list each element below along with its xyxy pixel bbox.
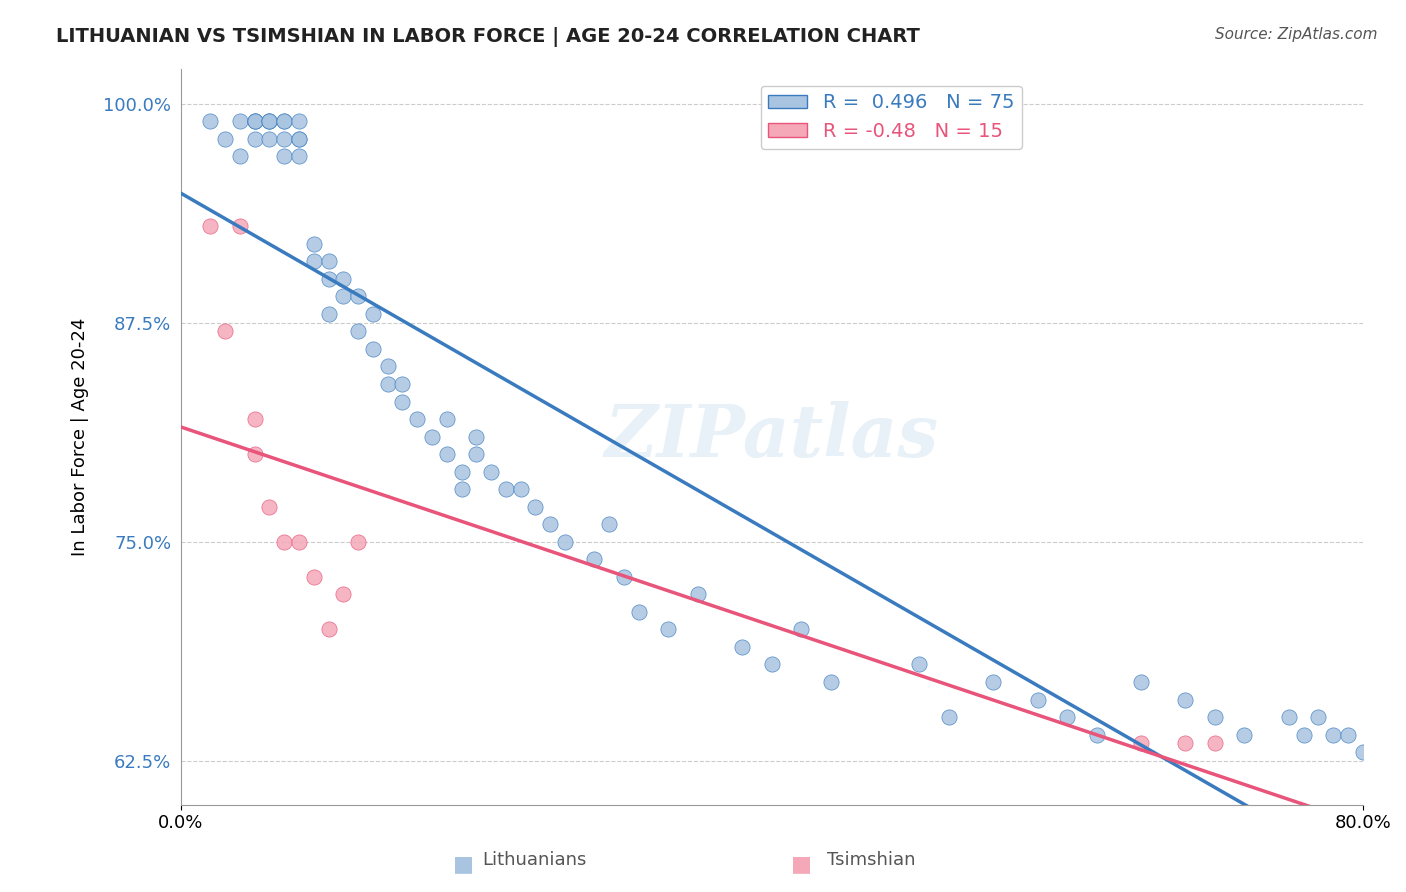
Point [243,114,266,128]
Point [436,412,458,426]
Point [627,605,650,619]
Point [273,534,295,549]
Point [361,307,384,321]
Point [229,114,252,128]
Text: Lithuanians: Lithuanians [482,851,586,869]
Point [347,325,370,339]
Point [377,359,399,374]
Point [1204,710,1226,724]
Point [332,272,354,286]
Point [347,289,370,303]
Point [302,570,325,584]
Point [318,254,340,268]
Point [302,236,325,251]
Point [583,552,606,566]
Point [302,254,325,268]
Point [450,482,472,496]
Point [1130,736,1153,750]
Text: Source: ZipAtlas.com: Source: ZipAtlas.com [1215,27,1378,42]
Point [259,500,281,514]
Point [495,482,517,496]
Point [200,219,222,234]
Point [465,429,488,443]
Point [214,325,236,339]
Point [332,587,354,601]
Point [938,710,960,724]
Point [288,149,311,163]
Y-axis label: In Labor Force | Age 20-24: In Labor Force | Age 20-24 [72,318,89,556]
Point [332,289,354,303]
Point [465,447,488,461]
Point [509,482,531,496]
Point [259,114,281,128]
Text: LITHUANIAN VS TSIMSHIAN IN LABOR FORCE | AGE 20-24 CORRELATION CHART: LITHUANIAN VS TSIMSHIAN IN LABOR FORCE |… [56,27,920,46]
Point [598,517,620,532]
Point [1278,710,1301,724]
Point [436,447,458,461]
Point [731,640,754,654]
Point [1026,692,1049,706]
Point [318,623,340,637]
Point [1174,736,1197,750]
Point [391,394,413,409]
Point [273,149,295,163]
Point [243,447,266,461]
Point [1130,675,1153,690]
Point [361,342,384,356]
Point [686,587,709,601]
Point [347,534,370,549]
Point [820,675,842,690]
Point [273,131,295,145]
Point [1233,728,1256,742]
Point [243,114,266,128]
Point [554,534,576,549]
Point [391,377,413,392]
Point [243,114,266,128]
Point [259,114,281,128]
Point [243,131,266,145]
Point [288,131,311,145]
Point [288,131,311,145]
Point [450,465,472,479]
Point [1337,728,1360,742]
Point [214,131,236,145]
Point [229,149,252,163]
Point [259,114,281,128]
Point [1292,728,1315,742]
Point [1204,736,1226,750]
Text: ■: ■ [792,854,811,873]
Point [761,657,783,672]
Point [243,412,266,426]
Text: Tsimshian: Tsimshian [828,851,915,869]
Point [1351,745,1374,759]
Point [318,307,340,321]
Point [1308,710,1330,724]
Point [377,377,399,392]
Point [273,114,295,128]
Point [420,429,443,443]
Point [981,675,1004,690]
Point [479,465,502,479]
Point [1056,710,1078,724]
Point [538,517,561,532]
Point [273,114,295,128]
Point [1174,692,1197,706]
Point [318,272,340,286]
Point [1085,728,1108,742]
Point [613,570,636,584]
Point [259,131,281,145]
Point [406,412,429,426]
Text: ZIPatlas: ZIPatlas [605,401,939,472]
Point [1322,728,1344,742]
Point [229,219,252,234]
Point [790,623,813,637]
Point [657,623,679,637]
Point [200,114,222,128]
Legend: R =  0.496   N = 75, R = -0.48   N = 15: R = 0.496 N = 75, R = -0.48 N = 15 [761,86,1022,149]
Point [908,657,931,672]
Point [524,500,547,514]
Point [288,114,311,128]
Point [288,534,311,549]
Text: ■: ■ [454,854,474,873]
